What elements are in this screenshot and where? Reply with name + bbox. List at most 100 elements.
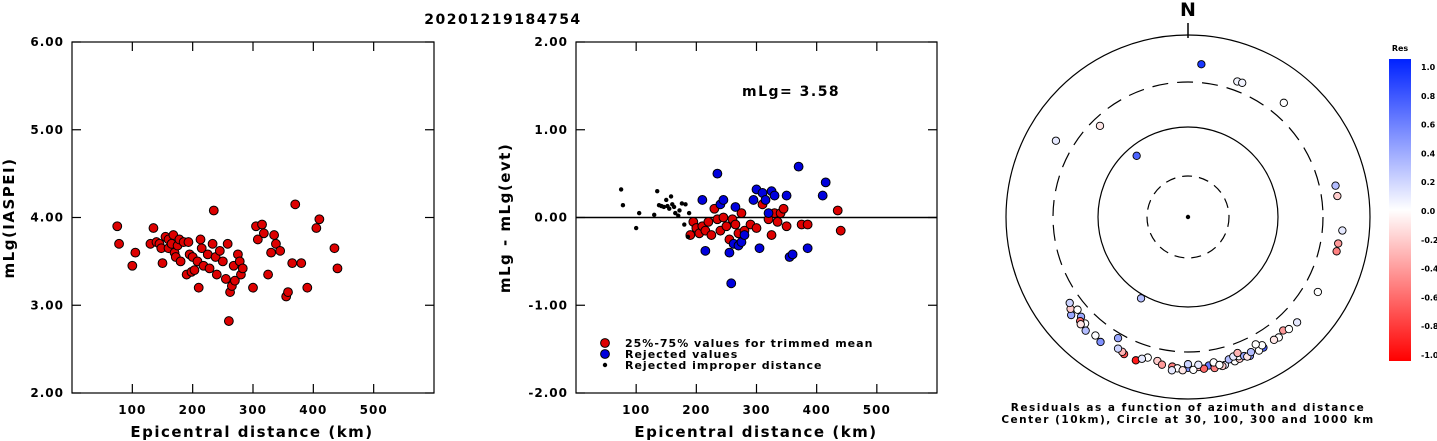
magnitude-point — [175, 256, 186, 267]
legend-marker-trimmed — [600, 338, 610, 348]
magnitude-point — [248, 282, 258, 293]
magnitude-point — [196, 243, 207, 254]
trimmed-mean-point — [730, 219, 741, 230]
magnitude-point — [208, 205, 219, 216]
residual-x-tick-label: 400 — [803, 403, 831, 417]
station-marker — [1269, 335, 1279, 344]
magnitude-point — [287, 258, 298, 269]
magnitude-point — [269, 230, 280, 240]
magnitude-point — [266, 247, 277, 258]
magnitude-point — [257, 219, 267, 230]
station-marker — [1313, 287, 1323, 297]
improper-distance-point — [633, 225, 639, 231]
magnitude-plot-frame — [71, 41, 435, 394]
magnitude-x-tick-label: 100 — [118, 403, 146, 417]
magnitude-point — [112, 221, 123, 232]
magnitude-x-tick-label: 500 — [360, 403, 388, 417]
station-marker — [1279, 98, 1288, 107]
improper-distance-point — [676, 213, 681, 218]
trimmed-mean-point — [772, 216, 783, 227]
rejected-point — [817, 190, 828, 201]
magnitude-point — [183, 237, 194, 247]
magnitude-y-tick-label: 2.00 — [30, 386, 64, 400]
station-marker — [1284, 324, 1294, 334]
residual-y-axis-label: mLg - mLg(evt) — [496, 143, 514, 293]
magnitude-point — [314, 214, 325, 225]
station-marker — [1233, 348, 1242, 358]
residual-y-tick-label: -1.00 — [528, 298, 568, 312]
improper-distance-point — [683, 202, 688, 207]
station-marker — [1065, 298, 1074, 308]
magnitude-point — [329, 243, 340, 254]
magnitude-point — [302, 282, 313, 293]
station-residuals — [1051, 60, 1347, 375]
magnitude-point — [258, 228, 269, 239]
improper-distance-point — [671, 204, 677, 210]
magnitude-point — [189, 265, 200, 276]
station-marker — [1132, 151, 1141, 160]
trimmed-mean-point — [736, 208, 747, 219]
station-marker — [1178, 366, 1187, 375]
colorbar-tick-label: 0.8 — [1421, 92, 1436, 101]
magnitude-point — [275, 245, 286, 256]
magnitude-y-axis-label: mLg(IASPEI) — [0, 158, 18, 279]
rejected-point — [793, 161, 804, 172]
residual-x-tick-label: 500 — [863, 403, 891, 417]
rejected-point — [724, 247, 735, 258]
colorbar-tick-label: 0.2 — [1421, 178, 1435, 187]
magnitude-point — [296, 258, 307, 269]
colorbar-tick-label: 1.0 — [1421, 63, 1436, 72]
magnitude-point — [222, 238, 233, 249]
rejected-point — [769, 190, 780, 201]
magnitude-panel: 20201219184754 2.00 3.00 4.00 5.00 6.00 100 2… — [0, 12, 580, 441]
epicenter-marker — [1185, 214, 1191, 220]
magnitude-point — [263, 269, 273, 280]
magnitude-y-ticks: 2.00 3.00 4.00 5.00 6.00 — [30, 35, 434, 400]
improper-distance-point — [686, 210, 692, 216]
improper-distance-point — [655, 188, 660, 194]
colorbar-title: Res — [1392, 44, 1409, 53]
improper-distance-point — [677, 208, 682, 213]
magnitude-point — [220, 274, 231, 284]
rejected-point — [739, 230, 750, 240]
trimmed-mean-point — [781, 221, 792, 232]
magnitude-point — [252, 234, 263, 245]
rejected-point — [697, 195, 708, 205]
colorbar-tick-label: -0.2 — [1421, 236, 1437, 245]
station-marker — [1215, 360, 1224, 370]
residual-legend: 25%-75% values for trimmed meanRejected … — [600, 337, 872, 372]
station-marker — [1167, 366, 1177, 375]
magnitude-y-tick-label: 6.00 — [30, 35, 64, 49]
station-marker — [1081, 326, 1090, 335]
rejected-point — [718, 195, 729, 205]
colorbar-tick-label: -0.8 — [1421, 322, 1437, 331]
improper-distance-point — [620, 203, 626, 208]
station-marker — [1113, 333, 1123, 343]
magnitude-point — [332, 263, 343, 274]
magnitude-x-axis-label: Epicentral distance (km) — [130, 423, 373, 441]
magnitude-point — [217, 256, 228, 267]
ring-1000km — [1005, 34, 1371, 400]
rejected-point — [760, 195, 771, 205]
trimmed-mean-point — [751, 223, 762, 233]
azimuth-panel: N Residuals as a function of azimuth and… — [1001, 0, 1437, 426]
trimmed-mean-point — [706, 230, 717, 240]
improper-distance-point — [661, 204, 667, 210]
magnitude-point — [193, 282, 204, 293]
station-marker — [1136, 294, 1146, 303]
magnitude-x-tick-label: 300 — [239, 403, 267, 417]
residual-y-tick-label: -2.00 — [528, 386, 568, 400]
polar-caption-line-1: Residuals as a function of azimuth and d… — [1011, 402, 1365, 414]
magnitude-point — [237, 263, 248, 274]
magnitude-point — [311, 223, 322, 233]
station-marker — [1095, 121, 1105, 131]
residual-y-tick-label: 2.00 — [534, 35, 568, 49]
magnitude-y-tick-label: 3.00 — [30, 298, 64, 312]
magnitude-x-tick-label: 200 — [179, 403, 207, 417]
residual-y-tick-label: 0.00 — [534, 211, 568, 225]
station-marker — [1091, 331, 1100, 340]
colorbar-tick-label: 0.0 — [1421, 207, 1436, 216]
station-marker — [1183, 360, 1193, 369]
magnitude-point — [223, 316, 234, 326]
improper-distance-point — [673, 210, 678, 216]
